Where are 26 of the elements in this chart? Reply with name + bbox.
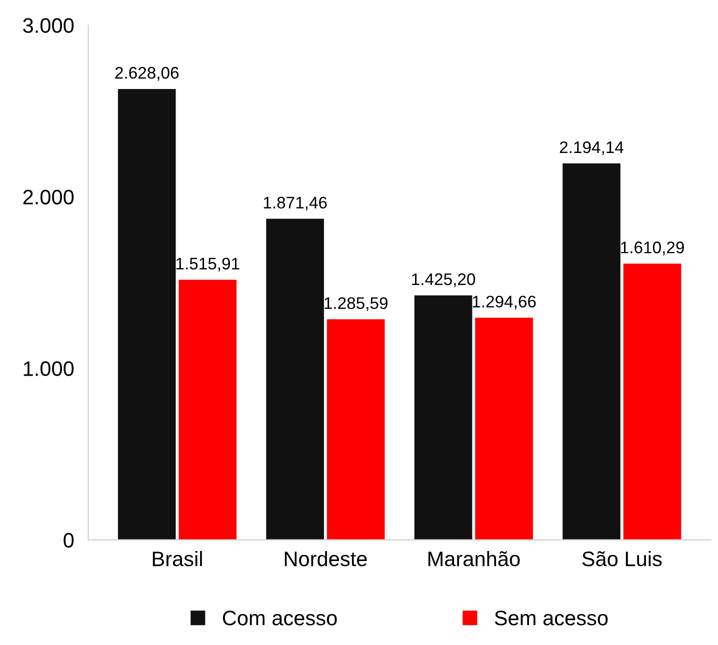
data-label: 1.294,66 — [472, 296, 536, 310]
x-tick-label: São Luis — [582, 550, 662, 566]
bar — [118, 88, 176, 540]
data-label: 2.194,14 — [560, 141, 624, 156]
y-tick-label: 1.000 — [24, 361, 74, 376]
bar — [475, 318, 533, 540]
x-tick-label: Brasil — [152, 550, 202, 566]
data-label: 1.871,46 — [264, 196, 327, 211]
y-tick-label: 0 — [64, 532, 74, 548]
x-tick-label: Nordeste — [284, 550, 367, 566]
data-label: 1.610,29 — [621, 242, 684, 256]
bar — [326, 319, 385, 540]
bar — [562, 163, 620, 540]
y-tick-label: 3.000 — [23, 18, 74, 33]
data-label: 1.285,59 — [324, 297, 388, 312]
data-label: 1.515,91 — [176, 258, 240, 272]
data-label: 2.628,06 — [115, 66, 179, 81]
y-tick-label: 2.000 — [23, 190, 74, 204]
legend-label: Sem acesso — [494, 610, 608, 626]
bar — [414, 295, 472, 540]
x-tick-label: Maranhão — [428, 550, 520, 566]
legend-label: Com acesso — [222, 610, 337, 626]
bar — [178, 280, 237, 540]
bar — [623, 264, 682, 540]
data-label: 1.425,20 — [412, 273, 476, 288]
bar — [266, 218, 324, 540]
